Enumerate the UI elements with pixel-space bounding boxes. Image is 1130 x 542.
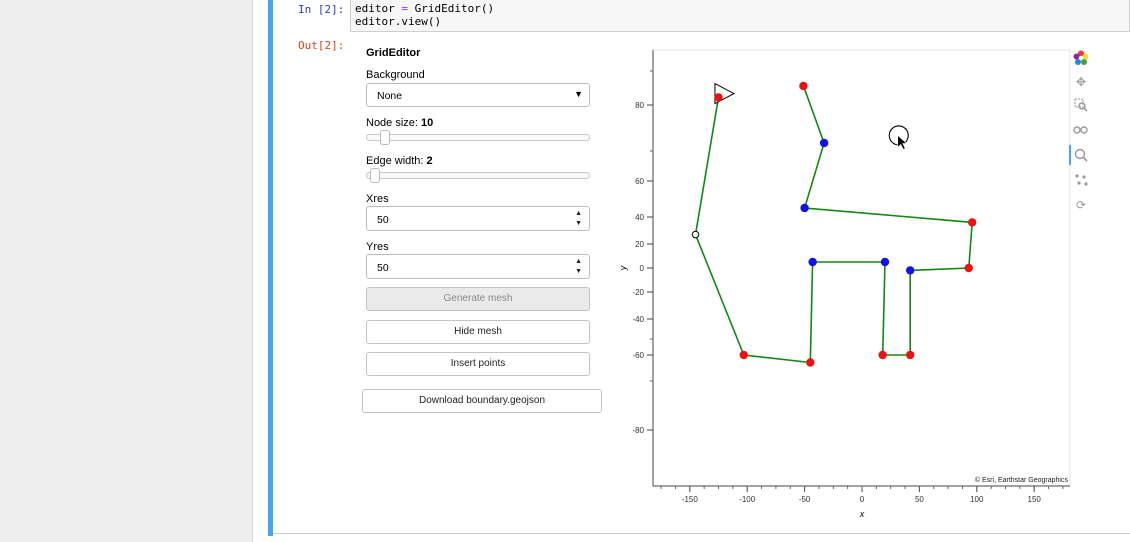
in-prompt: In [2]: (298, 3, 345, 16)
spinner-arrows-icon[interactable]: ▲ ▼ (575, 210, 582, 227)
node-size-slider-handle[interactable] (379, 130, 390, 145)
mesh-node-blue[interactable] (906, 266, 915, 275)
edge-width-slider[interactable] (366, 168, 590, 183)
insert-points-button[interactable]: Insert points (366, 352, 590, 376)
active-tool-indicator (1069, 145, 1071, 165)
x-tick-label: 100 (970, 495, 984, 504)
yres-label: Yres (366, 241, 389, 253)
y-tick-label: 20 (635, 240, 644, 249)
x-tick-label: 50 (915, 495, 924, 504)
out-prompt: Out[2]: (298, 39, 345, 52)
mesh-node-red[interactable] (964, 263, 973, 273)
background-select-value: None (377, 90, 403, 102)
point-draw-icon[interactable] (1071, 120, 1091, 140)
y-tick-label: -40 (632, 315, 644, 324)
pan-icon[interactable]: ✥ (1075, 75, 1087, 89)
y-tick-label: 60 (635, 177, 644, 186)
code-operator: = (401, 2, 408, 15)
edge-width-label-text: Edge width: (366, 155, 424, 167)
edge-width-slider-handle[interactable] (370, 168, 381, 183)
mesh-edges (694, 85, 974, 364)
xres-value: 50 (377, 214, 389, 226)
plot-frame (652, 49, 1071, 487)
mesh-node-red[interactable] (906, 350, 915, 360)
mesh-node-red[interactable] (799, 81, 808, 91)
mesh-nodes[interactable] (691, 81, 977, 367)
mesh-node-blue[interactable] (808, 257, 817, 267)
node-size-label: Node size: 10 (366, 117, 433, 129)
bokeh-logo-icon[interactable] (1071, 48, 1091, 68)
y-tick-label: -80 (632, 426, 644, 435)
background-select[interactable]: None ▼ (366, 83, 590, 107)
node-size-label-text: Node size: (366, 117, 418, 129)
code-line-2: editor.view() (355, 15, 442, 28)
x-axis-ticks: -150 -100 -50 0 50 100 150 (660, 486, 1064, 504)
x-tick-label: -150 (682, 495, 699, 504)
x-tick-label: 0 (860, 495, 865, 504)
code-input[interactable]: editor = GridEditor() editor.view() (350, 0, 1130, 32)
yres-value: 50 (377, 262, 389, 274)
mesh-node-blue[interactable] (819, 138, 829, 148)
node-size-value: 10 (421, 117, 434, 129)
wheel-zoom-icon[interactable] (1071, 145, 1091, 165)
mesh-node-red[interactable] (739, 350, 748, 360)
spinner-arrows-icon[interactable]: ▲ ▼ (575, 258, 582, 275)
chevron-down-icon: ▼ (574, 89, 583, 99)
mesh-edge-line (694, 85, 974, 364)
y-tick-label: -20 (632, 288, 644, 297)
y-tick-label: 80 (635, 101, 644, 110)
hollow-point[interactable] (691, 230, 700, 239)
mesh-node-red[interactable] (968, 218, 977, 227)
reset-icon[interactable]: ⟳ (1075, 198, 1087, 212)
mesh-plot[interactable]: -150 -100 -50 0 50 100 150 80 60 40 20 0 -20 -40 -60 -… (620, 45, 1080, 525)
y-axis-label: y (620, 265, 628, 271)
x-tick-label: -50 (799, 495, 811, 504)
left-gutter (0, 0, 252, 542)
mesh-node-blue[interactable] (800, 203, 809, 213)
x-tick-label: -100 (739, 495, 756, 504)
mouse-pointer-icon (897, 134, 908, 150)
generate-mesh-button[interactable]: Generate mesh (366, 287, 590, 311)
x-axis-label: x (859, 509, 865, 519)
box-zoom-icon[interactable] (1071, 95, 1091, 115)
xres-label: Xres (366, 193, 389, 205)
edge-width-value: 2 (426, 155, 433, 167)
hide-mesh-button[interactable]: Hide mesh (366, 320, 590, 344)
code-line-1: editor = GridEditor() (355, 2, 495, 15)
download-boundary-button[interactable]: Download boundary.geojson (362, 389, 602, 413)
panel-title: GridEditor (366, 47, 421, 59)
map-attribution: © Esri, Earthstar Geographics (975, 476, 1069, 484)
y-axis-ticks: 80 60 40 20 0 -20 -40 -60 -80 (632, 70, 653, 435)
edge-width-label: Edge width: 2 (366, 155, 433, 167)
mesh-node-red[interactable] (714, 93, 723, 102)
poly-edit-icon[interactable] (1071, 170, 1091, 190)
cell-divider (273, 533, 1130, 534)
x-tick-label: 150 (1028, 495, 1042, 504)
cell-selection-bar[interactable] (268, 0, 273, 536)
mesh-node-red[interactable] (806, 358, 815, 367)
y-tick-label: -60 (632, 351, 644, 360)
mesh-node-blue[interactable] (880, 257, 890, 267)
yres-input[interactable]: 50 ▲ ▼ (366, 254, 590, 279)
background-label: Background (366, 69, 425, 81)
y-tick-label: 40 (635, 213, 644, 222)
node-size-slider[interactable] (366, 130, 590, 145)
xres-input[interactable]: 50 ▲ ▼ (366, 206, 590, 231)
mesh-node-red[interactable] (878, 350, 887, 360)
y-tick-label: 0 (640, 264, 645, 273)
